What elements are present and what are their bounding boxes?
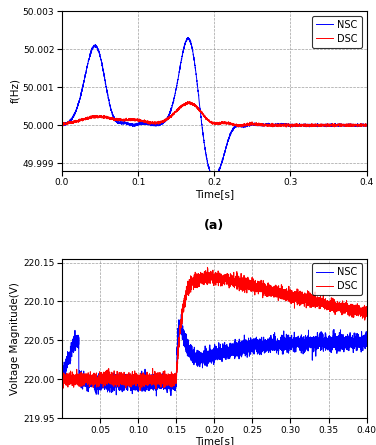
DSC — [364, 122, 369, 128]
NSC — [154, 393, 159, 399]
NSC — [60, 362, 64, 367]
Line: NSC: NSC — [62, 314, 367, 396]
DSC — [138, 388, 143, 393]
DSC — [364, 311, 369, 316]
Y-axis label: Voltage Magnitude(V): Voltage Magnitude(V) — [10, 282, 20, 395]
DSC — [243, 122, 247, 128]
NSC — [287, 336, 292, 342]
X-axis label: Time[s]: Time[s] — [195, 437, 234, 445]
NSC — [310, 123, 315, 129]
DSC — [310, 123, 315, 128]
NSC — [258, 122, 262, 128]
NSC — [115, 120, 120, 125]
NSC — [258, 343, 262, 348]
DSC — [288, 125, 293, 130]
Legend: NSC, DSC: NSC, DSC — [312, 263, 362, 295]
DSC — [60, 377, 64, 383]
DSC — [287, 122, 292, 128]
DSC — [115, 117, 120, 122]
NSC — [186, 35, 191, 40]
NSC — [287, 122, 292, 127]
DSC — [258, 122, 262, 127]
Legend: NSC, DSC: NSC, DSC — [312, 16, 362, 48]
DSC — [176, 105, 180, 111]
NSC — [176, 73, 180, 78]
Line: DSC: DSC — [62, 267, 367, 391]
NSC — [176, 323, 181, 328]
NSC — [212, 175, 217, 180]
DSC — [185, 99, 190, 104]
Line: NSC: NSC — [62, 37, 367, 178]
DSC — [115, 382, 120, 387]
DSC — [176, 343, 181, 348]
NSC — [243, 345, 247, 350]
NSC — [179, 312, 183, 317]
Line: DSC: DSC — [62, 101, 367, 127]
Text: (a): (a) — [204, 218, 224, 232]
DSC — [258, 286, 262, 291]
NSC — [310, 335, 315, 340]
NSC — [60, 122, 64, 127]
DSC — [243, 283, 247, 289]
DSC — [60, 121, 64, 126]
DSC — [287, 290, 292, 295]
DSC — [205, 265, 210, 270]
NSC — [364, 122, 369, 127]
DSC — [310, 302, 315, 307]
NSC — [115, 377, 120, 383]
NSC — [364, 341, 369, 346]
X-axis label: Time[s]: Time[s] — [195, 189, 234, 199]
Y-axis label: f(Hz): f(Hz) — [10, 78, 20, 104]
NSC — [243, 123, 247, 128]
